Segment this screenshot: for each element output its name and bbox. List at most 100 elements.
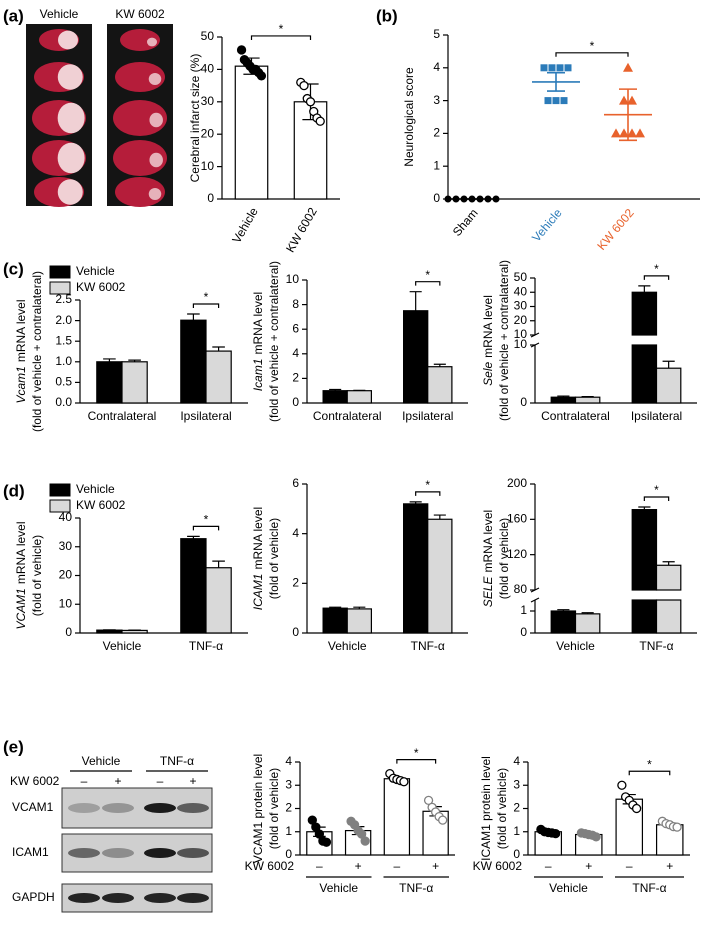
data-point [360,836,370,846]
x-tick-label: Sham [450,206,481,239]
blot-row-label: ICAM1 [12,845,49,859]
y-tick-label: 4 [292,346,299,360]
data-point [548,64,556,72]
y-axis-label: (fold of vehicle) [30,535,44,616]
x-tick-label: Vehicle [229,205,261,246]
y-tick-label: 40 [514,284,528,298]
infarct-area [148,73,162,85]
infarct-area [57,179,83,205]
x-group-label: Vehicle [319,881,358,895]
y-axis-label-text: mRNA level [14,299,28,362]
error-bar [638,506,651,510]
y-axis-label: Sele mRNA level [481,295,495,386]
blot-row-label: GAPDH [12,890,55,904]
y-axis-label: (fold of vehicle) [495,768,509,849]
significance-bracket [628,770,671,776]
significance-bracket [555,52,629,57]
bar [180,319,207,404]
y-tick-label: 3 [513,777,520,791]
y-tick-label: 160 [507,512,527,526]
y-tick-label: 6 [292,321,299,335]
x-tick-label: Ipsilateral [180,409,231,423]
bar [550,396,577,404]
significance-bracket [643,496,670,501]
y-tick-label: 4 [513,754,520,768]
y-tick-label: 40 [201,62,215,76]
error-bar [353,606,366,609]
y-tick-label: 2 [433,126,440,140]
data-point [399,777,409,787]
legend-label: KW 6002 [76,498,126,512]
bar [631,509,658,591]
brain-slice [113,140,167,176]
blot-sign: + [189,774,196,788]
blot-band [102,893,134,903]
significance-bracket [643,275,670,280]
y-tick-label: 20 [514,313,528,327]
blot-sign: – [81,774,88,788]
x-tick-label: Contralateral [313,409,382,423]
y-axis-label-text: mRNA level [481,295,495,358]
blot-band [177,803,209,813]
blot-band [177,848,209,858]
panel-label: (b) [376,6,398,25]
y-axis-label: Icam1 mRNA level [251,292,265,391]
data-point [564,64,572,72]
y-axis-label-text: mRNA level [14,521,28,584]
x-tick-label: TNF-α [189,639,223,653]
legend-label: KW 6002 [76,280,126,294]
x-tick-label: – [626,859,633,873]
y-tick-label: 0 [513,847,520,861]
y-tick-label: 5 [433,27,440,41]
y-axis-label: VCAM1 mRNA level [14,521,28,629]
bar [205,567,232,634]
y-tick-label: 0.0 [55,395,72,409]
data-point [256,71,267,81]
y-tick-label: 10 [286,272,300,286]
data-point [540,64,548,72]
x-tick-label: Vehicle [556,639,595,653]
significance-label: * [204,290,209,304]
bar [322,390,348,404]
x-tick-label: TNF-α [411,639,445,653]
y-tick-label: 1 [520,603,527,617]
y-axis-label: ICAM1 protein level [479,756,493,861]
significance-bracket [415,281,441,286]
significance-label: * [425,478,430,492]
error-bar [329,388,342,391]
data-point [550,828,561,839]
y-tick-label: 10 [514,337,528,351]
error-bar [187,313,200,321]
y-tick-label: 1 [285,824,292,838]
bar [655,599,682,634]
y-tick-label: 0 [65,625,72,639]
infarct-area [57,142,85,174]
data-point [591,832,601,842]
y-axis-label: Neurological score [402,67,416,167]
error-bar [638,285,651,293]
blot-band [68,893,100,903]
y-axis-label: SELE mRNA level [481,510,495,607]
y-tick-label: 2.5 [55,292,72,306]
y-axis-label-gene: SELE [481,576,495,608]
y-tick-label: 10 [201,159,215,173]
data-point [305,97,316,107]
x-tick-label: + [432,859,439,873]
x-tick-label: KW 6002 [283,205,320,255]
panel-label: (d) [3,481,25,500]
data-point [623,62,633,72]
y-tick-label: 10 [514,327,528,341]
y-axis-label: (fold of vehicle) [267,518,281,599]
x-tick-label: Contralateral [88,409,157,423]
data-point [672,822,682,832]
y-axis-label-gene: Icam1 [251,359,265,392]
infarct-area [57,102,85,134]
bar [574,396,601,404]
y-tick-label: 3 [285,777,292,791]
data-point [635,128,645,138]
y-tick-label: 80 [514,582,528,596]
y-tick-label: 20 [59,568,73,582]
data-point [611,128,621,138]
error-bar [557,609,570,611]
error-bar [128,359,141,362]
